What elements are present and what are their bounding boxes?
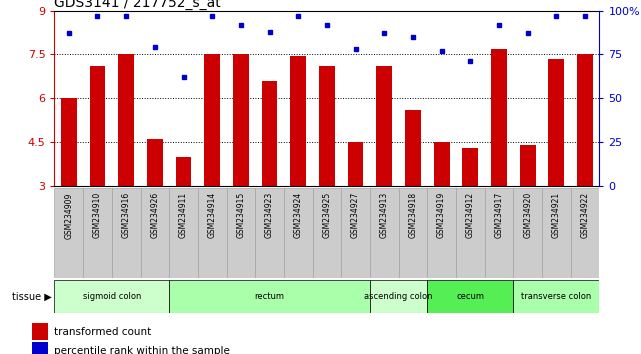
Bar	[54, 280, 169, 313]
Bar	[520, 145, 535, 186]
Bar	[284, 188, 313, 278]
Bar	[169, 188, 198, 278]
Bar	[347, 142, 363, 186]
Text: GSM234920: GSM234920	[523, 192, 532, 238]
Bar	[255, 188, 284, 278]
Text: percentile rank within the sample: percentile rank within the sample	[54, 346, 230, 354]
Bar	[405, 110, 421, 186]
Bar	[83, 188, 112, 278]
Bar	[147, 139, 163, 186]
Bar	[513, 280, 599, 313]
Bar	[577, 55, 593, 186]
Text: sigmoid colon: sigmoid colon	[83, 292, 141, 301]
Bar	[428, 188, 456, 278]
Text: GSM234925: GSM234925	[322, 192, 331, 238]
Text: GDS3141 / 217752_s_at: GDS3141 / 217752_s_at	[54, 0, 221, 10]
Text: transformed count: transformed count	[54, 327, 152, 337]
Text: GSM234913: GSM234913	[379, 192, 388, 238]
Bar	[233, 55, 249, 186]
Bar	[428, 280, 513, 313]
Bar	[370, 280, 428, 313]
Bar	[54, 188, 83, 278]
Text: tissue ▶: tissue ▶	[12, 291, 51, 302]
Bar	[176, 156, 192, 186]
Bar	[542, 188, 570, 278]
Bar	[140, 188, 169, 278]
Text: GSM234926: GSM234926	[151, 192, 160, 238]
Bar	[290, 56, 306, 186]
Text: transverse colon: transverse colon	[521, 292, 592, 301]
Text: GSM234924: GSM234924	[294, 192, 303, 238]
Bar	[198, 188, 226, 278]
Bar	[399, 188, 428, 278]
Text: GSM234918: GSM234918	[408, 192, 417, 238]
Bar	[112, 188, 140, 278]
Text: GSM234909: GSM234909	[64, 192, 73, 239]
Text: ascending colon: ascending colon	[364, 292, 433, 301]
Bar	[313, 188, 341, 278]
Bar	[491, 48, 507, 186]
Bar	[513, 188, 542, 278]
Text: GSM234912: GSM234912	[466, 192, 475, 238]
Bar	[204, 55, 220, 186]
Bar	[570, 188, 599, 278]
Bar	[434, 142, 449, 186]
Bar	[61, 98, 77, 186]
Text: GSM234910: GSM234910	[93, 192, 102, 238]
Text: GSM234921: GSM234921	[552, 192, 561, 238]
Bar	[32, 342, 48, 354]
Bar	[262, 81, 278, 186]
Text: GSM234914: GSM234914	[208, 192, 217, 238]
Bar	[549, 59, 564, 186]
Bar	[485, 188, 513, 278]
Text: GSM234911: GSM234911	[179, 192, 188, 238]
Text: GSM234915: GSM234915	[237, 192, 246, 238]
Bar	[32, 323, 48, 341]
Bar	[370, 188, 399, 278]
Bar	[319, 66, 335, 186]
Bar	[226, 188, 255, 278]
Bar	[169, 280, 370, 313]
Text: GSM234916: GSM234916	[122, 192, 131, 238]
Bar	[462, 148, 478, 186]
Text: cecum: cecum	[456, 292, 485, 301]
Bar	[376, 66, 392, 186]
Bar	[119, 55, 134, 186]
Bar	[456, 188, 485, 278]
Bar	[341, 188, 370, 278]
Text: GSM234919: GSM234919	[437, 192, 446, 238]
Text: GSM234922: GSM234922	[581, 192, 590, 238]
Text: GSM234927: GSM234927	[351, 192, 360, 238]
Text: rectum: rectum	[254, 292, 285, 301]
Bar	[90, 66, 105, 186]
Text: GSM234923: GSM234923	[265, 192, 274, 238]
Text: GSM234917: GSM234917	[494, 192, 503, 238]
